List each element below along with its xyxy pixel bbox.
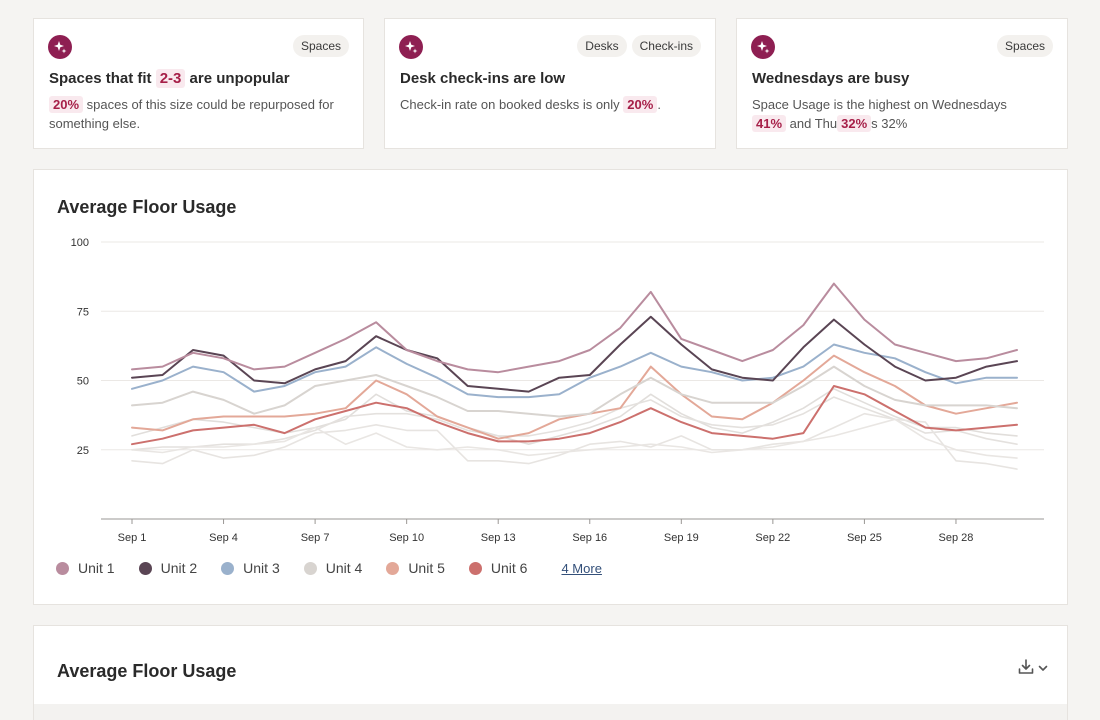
more-series-link[interactable]: 4 More bbox=[561, 560, 602, 576]
x-tick-label: Sep 10 bbox=[389, 532, 424, 544]
series-line-extra-9[interactable] bbox=[131, 418, 1018, 459]
title-text: are unpopular bbox=[185, 70, 290, 87]
legend-swatch bbox=[138, 561, 152, 575]
tag-desks[interactable]: Desks bbox=[577, 35, 627, 57]
series-line-unit-4[interactable] bbox=[131, 365, 1018, 418]
x-tick-label: Sep 1 bbox=[118, 532, 147, 544]
body-text: Check-in rate on booked desks is only bbox=[400, 97, 624, 112]
y-tick-label: 100 bbox=[71, 237, 89, 249]
insight-card-wednesdays-busy[interactable]: Spaces Wednesdays are busy Space Usage i… bbox=[736, 18, 1068, 149]
highlight-badge: 2-3 bbox=[155, 69, 186, 88]
x-tick-label: Sep 19 bbox=[664, 532, 699, 544]
insight-title: Desk check-ins are low bbox=[400, 70, 566, 87]
download-icon bbox=[1017, 658, 1035, 681]
legend-label: Unit 5 bbox=[408, 560, 445, 576]
insight-body: Space Usage is the highest on Wednesdays… bbox=[752, 95, 1053, 133]
legend-item-unit-3[interactable]: Unit 3 bbox=[221, 560, 280, 576]
tag-check-ins[interactable]: Check-ins bbox=[631, 35, 701, 57]
legend-item-unit-6[interactable]: Unit 6 bbox=[468, 560, 528, 576]
y-tick-label: 50 bbox=[77, 376, 89, 388]
legend-swatch bbox=[303, 561, 317, 575]
legend-item-unit-4[interactable]: Unit 4 bbox=[303, 560, 363, 576]
insight-title: Spaces that fit 2-3 are unpopular bbox=[49, 69, 290, 88]
insight-card-spaces-unpopular[interactable]: Spaces Spaces that fit 2-3 are unpopular… bbox=[33, 18, 364, 149]
floor-usage-line-chart: 25 50 75 100 Sep 1 Sep 4 Sep 7 Sep 10 Sep 13 Sep … bbox=[71, 237, 1044, 544]
legend-swatch bbox=[56, 561, 69, 575]
legend-label: Unit 1 bbox=[78, 560, 115, 576]
download-button[interactable] bbox=[1017, 658, 1049, 681]
series-line-unit-6[interactable] bbox=[131, 385, 1018, 446]
highlight-badge: 41% bbox=[752, 115, 787, 132]
body-text: spaces of this size could be repurposed … bbox=[49, 97, 334, 131]
chart-title: Average Floor Usage bbox=[57, 197, 237, 217]
legend-item-unit-5[interactable]: Unit 5 bbox=[386, 560, 445, 576]
insight-card-checkins-low[interactable]: Desks Check-ins Desk check-ins are low C… bbox=[384, 18, 716, 149]
legend-label: Unit 3 bbox=[243, 560, 280, 576]
floor-usage-chart-card: Average Floor Usage 25 50 75 100 Sep 1 Sep 4 S… bbox=[33, 169, 1068, 605]
x-tick-label: Sep 22 bbox=[755, 532, 790, 544]
x-tick-label: Sep 28 bbox=[939, 532, 974, 544]
highlight-badge: 20% bbox=[49, 96, 84, 113]
x-tick-label: Sep 13 bbox=[481, 532, 516, 544]
series-line-unit-3[interactable] bbox=[131, 343, 1018, 399]
series-line-extra-7[interactable] bbox=[131, 396, 1018, 451]
insight-body: Check-in rate on booked desks is only 20… bbox=[400, 95, 701, 114]
section-title: Average Floor Usage bbox=[57, 661, 237, 681]
legend-swatch bbox=[386, 561, 400, 575]
x-tick-label: Sep 7 bbox=[301, 532, 330, 544]
tag-spaces[interactable]: Spaces bbox=[292, 35, 349, 57]
highlight-badge: 20% bbox=[623, 96, 658, 113]
table-header-strip bbox=[34, 704, 1067, 720]
title-text: Spaces that fit bbox=[49, 70, 156, 87]
x-tick-label: Sep 25 bbox=[847, 532, 882, 544]
chart-legend: Unit 1 Unit 2 Unit 3 Unit 4 Unit 5 Unit 6 4 Mo… bbox=[56, 560, 602, 576]
tag-spaces[interactable]: Spaces bbox=[996, 35, 1053, 57]
body-text: s 32% bbox=[871, 116, 908, 131]
legend-label: Unit 4 bbox=[325, 560, 363, 576]
legend-label: Unit 6 bbox=[490, 560, 528, 576]
legend-swatch bbox=[468, 561, 482, 575]
legend-item-unit-1[interactable]: Unit 1 bbox=[56, 560, 115, 576]
sparkle-icon bbox=[48, 35, 72, 59]
highlight-badge: 32% bbox=[837, 115, 872, 132]
legend-label: Unit 2 bbox=[160, 560, 198, 576]
chevron-down-icon bbox=[1037, 661, 1049, 679]
y-tick-label: 75 bbox=[77, 306, 89, 318]
x-tick-label: Sep 16 bbox=[572, 532, 607, 544]
legend-swatch bbox=[221, 561, 235, 575]
y-tick-label: 25 bbox=[77, 445, 89, 457]
series-line-unit-5[interactable] bbox=[131, 354, 1018, 440]
sparkle-icon bbox=[751, 35, 775, 59]
x-tick-label: Sep 4 bbox=[209, 532, 238, 544]
legend-item-unit-2[interactable]: Unit 2 bbox=[138, 560, 198, 576]
body-text: and Thu bbox=[786, 116, 838, 131]
body-text: . bbox=[657, 97, 661, 112]
body-text: Space Usage is the highest on Wednesdays bbox=[752, 97, 1007, 112]
insight-body: 20% spaces of this size could be repurpo… bbox=[49, 95, 349, 133]
series-line-extra-8[interactable] bbox=[131, 412, 1018, 470]
series-line-unit-1[interactable] bbox=[131, 282, 1018, 374]
floor-usage-table-card: Average Floor Usage bbox=[33, 625, 1068, 720]
series-line-unit-2[interactable] bbox=[131, 315, 1018, 393]
sparkle-icon bbox=[399, 35, 423, 59]
insight-title: Wednesdays are busy bbox=[752, 70, 910, 87]
